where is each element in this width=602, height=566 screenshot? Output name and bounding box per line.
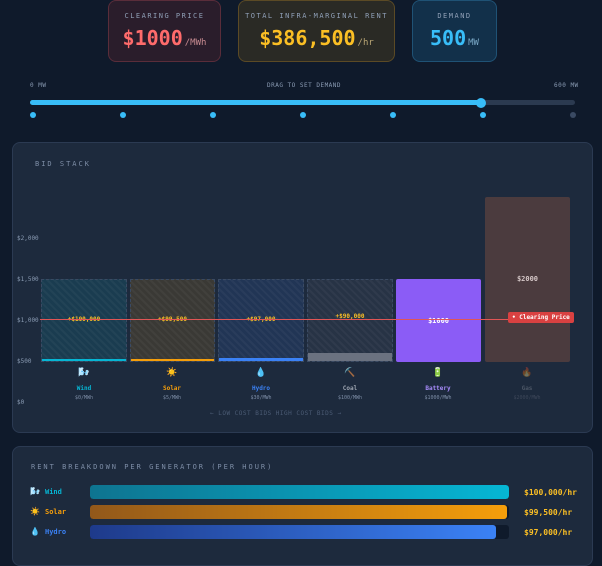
y-axis-label: $0 — [17, 399, 25, 406]
bid-bar-battery[interactable]: $1000 — [396, 279, 481, 362]
bid-bar-solar[interactable]: +$99,500 — [130, 279, 215, 362]
bid-bar-wind[interactable]: +$100,000 — [41, 279, 127, 362]
bid-bar-coal[interactable]: +$90,000 — [307, 279, 393, 362]
total-rent-label: TOTAL INFRA-MARGINAL RENT — [245, 12, 388, 20]
rent-value: $97,000/hr — [524, 528, 573, 537]
slider-min-label: 0 MW — [30, 82, 47, 89]
y-axis-label: $500 — [17, 358, 32, 365]
slider-tick[interactable] — [30, 112, 36, 118]
slider-tick[interactable] — [390, 112, 396, 118]
rent-bar-track — [90, 505, 509, 519]
gen-cost-gas: $2000/MWh — [513, 395, 541, 401]
y-axis-label: $1,000 — [17, 317, 39, 324]
rent-row-hydro: 💧 Hydro $97,000/hr — [30, 524, 576, 540]
slider-tick[interactable] — [120, 112, 126, 118]
demand-slider-handle[interactable] — [476, 98, 487, 108]
clearing-price-label: CLEARING PRICE — [124, 12, 205, 20]
gen-name-gas: Gas — [521, 385, 533, 392]
flame-icon: 🔥 — [521, 368, 533, 378]
rent-name: Wind — [45, 488, 62, 496]
rent-bar-fill-solar — [90, 505, 507, 519]
total-rent-unit: /hr — [357, 38, 374, 48]
rent-bar-fill-wind — [90, 485, 509, 499]
gen-cost-battery: $1000/MWh — [424, 395, 452, 401]
rent-bar-track — [90, 525, 509, 539]
total-rent-card: TOTAL INFRA-MARGINAL RENT $386,500/hr — [238, 0, 395, 62]
rent-breakdown-title: RENT BREAKDOWN PER GENERATOR (PER HOUR) — [31, 463, 274, 471]
demand-slider-fill — [30, 100, 482, 105]
slider-max-label: 600 MW — [554, 82, 579, 89]
y-axis-label: $1,500 — [17, 276, 39, 283]
slider-hint: DRAG TO SET DEMAND — [267, 82, 342, 89]
bar-price-label: $1000 — [427, 317, 450, 325]
slider-tick[interactable] — [210, 112, 216, 118]
sun-icon: ☀️ — [166, 368, 178, 378]
slider-tick[interactable] — [300, 112, 306, 118]
gen-cost-coal: $100/MWh — [337, 395, 363, 401]
water-drop-icon: 💧 — [30, 527, 40, 536]
bid-bar-gas[interactable]: $2000 — [485, 197, 570, 362]
gen-name-battery: Battery — [425, 385, 451, 392]
gen-name-coal: Coal — [342, 385, 358, 392]
battery-icon: 🔋 — [432, 368, 444, 378]
rent-value: $99,500/hr — [524, 508, 573, 517]
demand-label: DEMAND — [437, 12, 472, 20]
gen-name-solar: Solar — [162, 385, 182, 392]
demand-card: DEMAND 500 MW — [412, 0, 497, 62]
dispatch-fill-coal — [308, 352, 392, 361]
clearing-price-line — [40, 319, 570, 320]
clearing-price-unit: /MWh — [184, 38, 207, 48]
wind-icon: 🌬️ — [78, 368, 90, 378]
demand-unit: MW — [468, 38, 479, 48]
wind-icon: 🌬️ — [30, 487, 40, 496]
rent-row-wind: 🌬️ Wind $100,000/hr — [30, 484, 577, 500]
dispatch-fill-wind — [42, 358, 126, 361]
y-axis-label: $2,000 — [17, 235, 39, 242]
bar-price-label: $2000 — [516, 275, 539, 283]
clearing-price-card: CLEARING PRICE $1000/MWh — [108, 0, 221, 62]
bar-rent-label: +$90,000 — [335, 313, 365, 320]
dispatch-fill-solar — [131, 358, 214, 361]
rent-value: $100,000/hr — [524, 488, 577, 497]
bid-stack-title: BID STACK — [35, 160, 91, 168]
total-rent-value: $386,500 — [259, 26, 356, 50]
pickaxe-icon: ⛏️ — [344, 368, 356, 378]
clearing-price-value: $1000 — [122, 26, 183, 50]
clearing-price-tag: • Clearing Price — [508, 312, 574, 323]
rent-bar-fill-hydro — [90, 525, 497, 539]
rent-bar-track — [90, 485, 509, 499]
bid-order-hint: ← LOW COST BIDS HIGH COST BIDS → — [210, 410, 342, 417]
slider-tick[interactable] — [480, 112, 486, 118]
dispatch-fill-hydro — [219, 357, 303, 361]
water-drop-icon: 💧 — [255, 368, 267, 378]
gen-cost-wind: $0/MWh — [74, 395, 94, 401]
gen-name-hydro: Hydro — [251, 385, 271, 392]
gen-cost-solar: $5/MWh — [162, 395, 182, 401]
sun-icon: ☀️ — [30, 507, 40, 516]
demand-value: 500 — [430, 26, 467, 50]
gen-cost-hydro: $30/MWh — [250, 395, 272, 401]
bid-bar-hydro[interactable]: +$97,000 — [218, 279, 304, 362]
rent-name: Hydro — [45, 528, 67, 536]
gen-name-wind: Wind — [76, 385, 92, 392]
slider-tick[interactable] — [570, 112, 576, 118]
rent-row-solar: ☀️ Solar $99,500/hr — [30, 504, 576, 520]
rent-name: Solar — [45, 508, 67, 516]
